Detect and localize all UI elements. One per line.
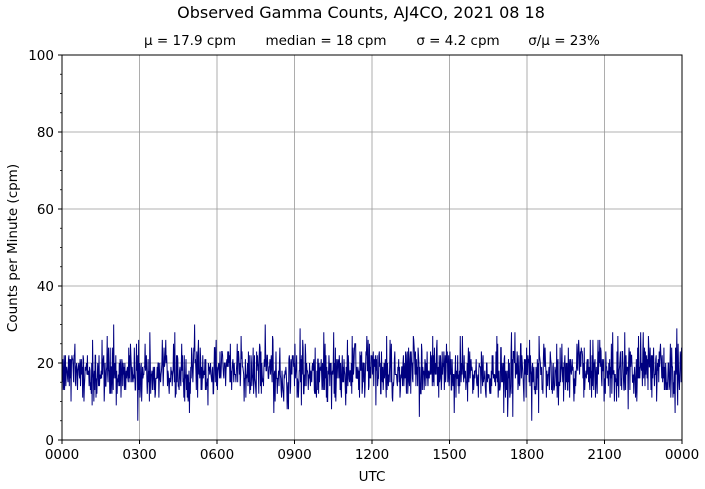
stat-cv: σ/μ = 23% (528, 33, 600, 49)
stat-sigma: σ = 4.2 cpm (416, 33, 499, 49)
x-tick-label: 1800 (510, 447, 544, 463)
stat-median: median = 18 cpm (265, 33, 386, 49)
x-tick-label: 1500 (432, 447, 466, 463)
y-tick-label: 20 (37, 356, 54, 372)
y-tick-label: 40 (37, 279, 54, 295)
x-tick-label: 0300 (122, 447, 156, 463)
series-line (61, 324, 683, 421)
x-axis-label: UTC (359, 469, 386, 485)
y-tick-label: 100 (28, 48, 54, 64)
x-axis: 0000 0300 0600 0900 1200 1500 1800 2100 0000 (45, 440, 699, 463)
x-tick-label: 0900 (277, 447, 311, 463)
chart-title: Observed Gamma Counts, AJ4CO, 2021 08 18 (177, 3, 545, 22)
y-axis-label: Counts per Minute (cpm) (5, 164, 21, 332)
x-tick-label: 0000 (665, 447, 699, 463)
grid (62, 55, 682, 440)
x-tick-label: 1200 (355, 447, 389, 463)
x-tick-label: 0600 (200, 447, 234, 463)
series-path (61, 324, 683, 421)
x-tick-label: 2100 (587, 447, 621, 463)
y-tick-label: 80 (37, 125, 54, 141)
y-tick-label: 0 (45, 433, 54, 449)
y-tick-label: 60 (37, 202, 54, 218)
stat-mean: μ = 17.9 cpm (144, 33, 236, 49)
x-tick-label: 0000 (45, 447, 79, 463)
y-axis: 0 20 40 60 80 100 (28, 48, 62, 449)
